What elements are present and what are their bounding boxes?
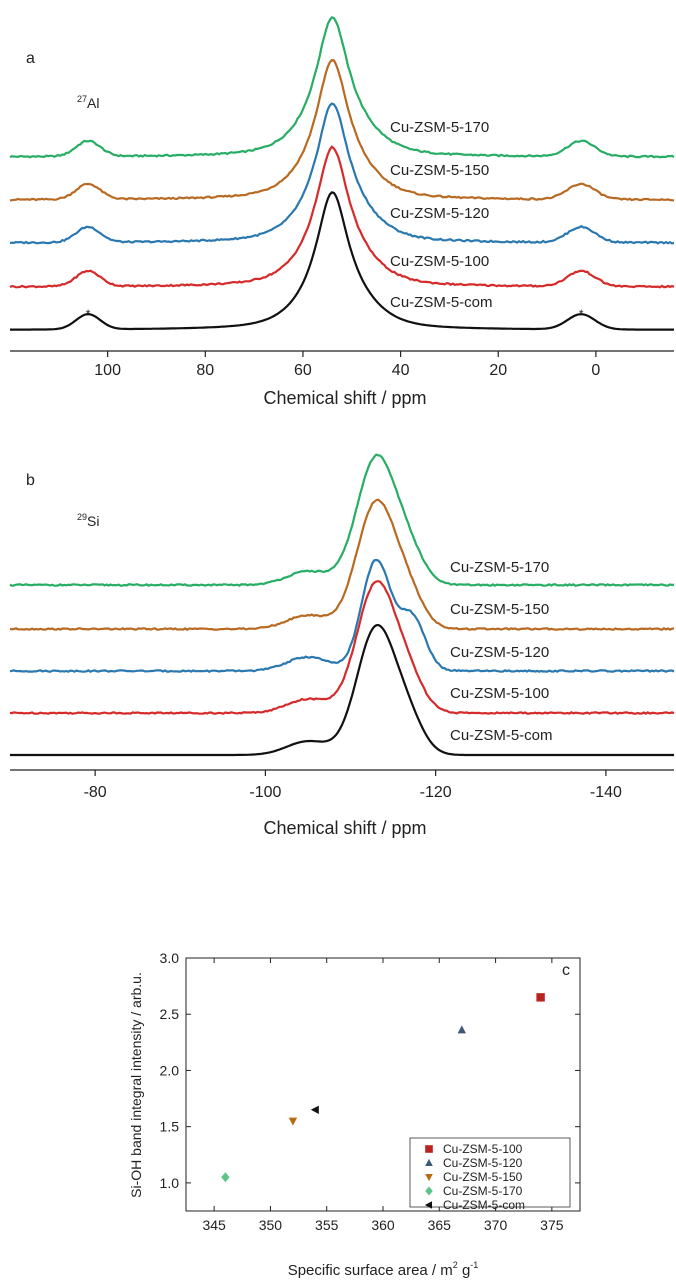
panel-c-scatter: c 345 350 355 360 365 370 375 1.0 1.5 2.0 2.5 3.0 C… xyxy=(128,950,581,1279)
legend-entry-label: Cu-ZSM-5-120 xyxy=(443,1156,523,1170)
panel-a-trace xyxy=(10,191,674,331)
panel-b-nucleus-symbol: Si xyxy=(87,513,99,529)
x-tick-label: 80 xyxy=(196,362,214,379)
panel-b-x-axis-label: Chemical shift / ppm xyxy=(263,818,426,838)
panel-a-trace xyxy=(9,58,674,202)
panel-b-series-label: Cu-ZSM-5-150 xyxy=(450,601,549,618)
x-label-mid: g xyxy=(458,1262,471,1279)
data-point xyxy=(221,1172,230,1183)
sideband-asterisk: * xyxy=(579,307,584,321)
data-point xyxy=(536,993,545,1002)
x-label-text: Specific surface area / m xyxy=(288,1262,453,1279)
y-tick-label: 3.0 xyxy=(160,950,180,966)
x-tick-label: 375 xyxy=(540,1217,564,1233)
panel-a-sideband-markers: * * xyxy=(86,307,584,321)
x-tick-label: 360 xyxy=(371,1217,395,1233)
x-label-sup1: 2 xyxy=(453,1260,458,1270)
legend-marker xyxy=(424,1201,433,1209)
panel-a-trace xyxy=(9,102,675,245)
panel-b-series-label: Cu-ZSM-5-170 xyxy=(450,559,549,576)
data-point xyxy=(457,1025,466,1034)
panel-a-series-label: Cu-ZSM-5-100 xyxy=(390,253,489,270)
legend-marker xyxy=(425,1173,433,1182)
x-label-sup2: -1 xyxy=(470,1260,478,1270)
panel-c-legend: Cu-ZSM-5-100Cu-ZSM-5-120Cu-ZSM-5-150Cu-Z… xyxy=(409,1137,571,1212)
panel-a-x-axis-label: Chemical shift / ppm xyxy=(263,388,426,408)
legend-entry-label: Cu-ZSM-5-150 xyxy=(443,1170,523,1184)
panel-c-x-axis-label: Specific surface area / m2 g-1 xyxy=(288,1260,479,1279)
panel-c-y-axis-label: Si-OH band integral intensity / arb.u. xyxy=(128,972,144,1198)
panel-a-al27-spectra: a 27Al Cu-ZSM-5-170Cu-ZSM-5-150Cu-ZSM-5-… xyxy=(9,15,675,408)
x-tick-label: 345 xyxy=(202,1217,226,1233)
panel-b-series-labels: Cu-ZSM-5-170 Cu-ZSM-5-150 Cu-ZSM-5-120 Cu-Z… xyxy=(450,559,553,744)
panel-a-nucleus-mass: 27 xyxy=(77,94,87,104)
panel-a-series-label: Cu-ZSM-5-170 xyxy=(390,119,489,136)
legend-marker xyxy=(425,1145,433,1153)
x-tick-label: 40 xyxy=(392,362,410,379)
panel-a-x-ticks: 100 80 60 40 20 0 xyxy=(94,351,600,379)
legend-marker xyxy=(425,1158,433,1167)
legend-box xyxy=(409,1137,571,1208)
legend-marker xyxy=(425,1186,433,1196)
y-tick-label: 1.0 xyxy=(160,1175,180,1191)
legend-entry-label: Cu-ZSM-5-com xyxy=(443,1198,525,1212)
panel-b-nucleus-mass: 29 xyxy=(77,512,87,522)
panel-a-trace xyxy=(9,145,675,289)
legend-entry-label: Cu-ZSM-5-100 xyxy=(443,1142,523,1156)
panel-a-series-label: Cu-ZSM-5-com xyxy=(390,294,493,311)
panel-a-letter: a xyxy=(26,50,35,67)
data-point xyxy=(288,1117,298,1126)
panel-b-nucleus-label: 29Si xyxy=(77,512,99,529)
y-tick-label: 2.5 xyxy=(160,1006,180,1022)
panel-a-nucleus-label: 27Al xyxy=(77,94,99,111)
panel-b-trace xyxy=(10,623,674,757)
x-tick-label: 355 xyxy=(315,1217,339,1233)
x-tick-label: 100 xyxy=(94,362,121,379)
y-tick-label: 1.5 xyxy=(160,1119,180,1135)
panel-b-x-ticks: -80 -100 -120 -140 xyxy=(84,770,622,801)
x-tick-label: 0 xyxy=(591,362,600,379)
panel-b-traces xyxy=(9,453,675,757)
panel-b-letter: b xyxy=(26,472,35,489)
panel-b-trace xyxy=(10,580,675,715)
panel-a-trace xyxy=(9,15,675,159)
sideband-asterisk: * xyxy=(86,307,91,321)
panel-b-series-label: Cu-ZSM-5-100 xyxy=(450,685,549,702)
panel-b-si29-spectra: b 29Si Cu-ZSM-5-170Cu-ZSM-5-150Cu-ZSM-5-… xyxy=(9,453,675,838)
x-tick-label: -80 xyxy=(84,784,107,801)
panel-c-ticks: 345 350 355 360 365 370 375 1.0 1.5 2.0 2.5 3.0 xyxy=(160,950,580,1233)
x-tick-label: 370 xyxy=(484,1217,508,1233)
x-tick-label: -120 xyxy=(420,784,452,801)
data-point xyxy=(310,1105,319,1114)
x-tick-label: -140 xyxy=(590,784,622,801)
panel-c-letter: c xyxy=(562,962,570,979)
panel-a-nucleus-symbol: Al xyxy=(87,95,99,111)
panel-a-traces xyxy=(9,15,675,331)
panel-b-trace xyxy=(9,453,675,587)
panel-a-series-labels: Cu-ZSM-5-170 Cu-ZSM-5-150 Cu-ZSM-5-120 Cu-Z… xyxy=(390,119,493,311)
panel-b-series-label: Cu-ZSM-5-com xyxy=(450,727,553,744)
x-tick-label: 20 xyxy=(489,362,507,379)
x-tick-label: 365 xyxy=(428,1217,452,1233)
y-tick-label: 2.0 xyxy=(160,1062,180,1078)
legend-entry-label: Cu-ZSM-5-170 xyxy=(443,1184,523,1198)
panel-b-trace xyxy=(9,498,675,631)
panel-a-series-label: Cu-ZSM-5-120 xyxy=(390,205,489,222)
panel-b-series-label: Cu-ZSM-5-120 xyxy=(450,644,549,661)
x-tick-label: 60 xyxy=(294,362,312,379)
x-tick-label: -100 xyxy=(249,784,281,801)
x-tick-label: 350 xyxy=(259,1217,283,1233)
panel-c-points xyxy=(221,993,545,1183)
panel-b-trace xyxy=(9,558,675,673)
panel-a-series-label: Cu-ZSM-5-150 xyxy=(390,162,489,179)
